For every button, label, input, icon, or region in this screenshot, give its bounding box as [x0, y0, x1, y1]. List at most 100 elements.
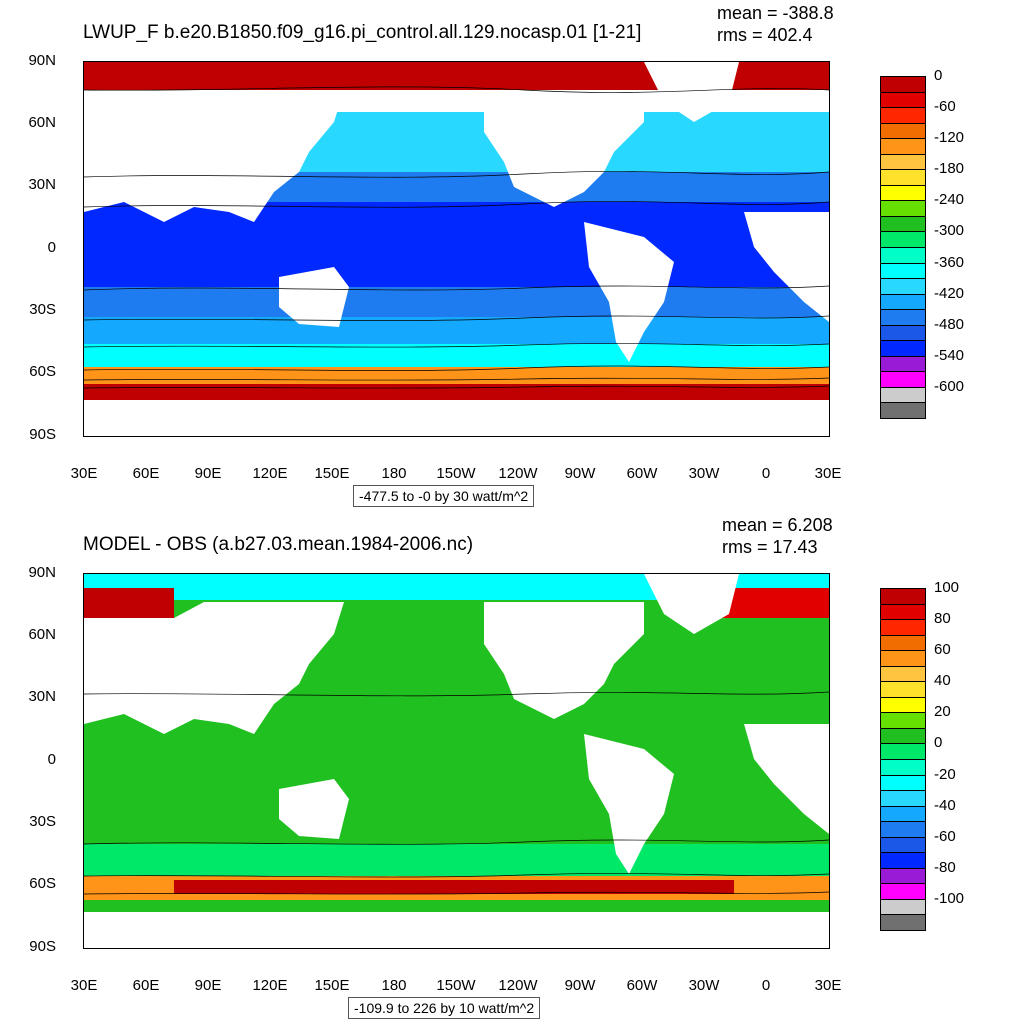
lon-label: 90E [194, 465, 222, 482]
colorbar-swatch [880, 402, 926, 419]
lon-label: 30W [688, 977, 720, 994]
colorbar-swatch [880, 759, 926, 776]
land-australia [279, 267, 349, 327]
rms-value: rms = 402.4 [717, 25, 813, 45]
colorbar-label: 0 [934, 67, 943, 84]
lat-label: 60N [28, 626, 56, 643]
lat-label: 90N [28, 52, 56, 69]
lon-label: 150E [314, 465, 350, 482]
contours [84, 86, 829, 389]
band-south-mid [84, 317, 829, 347]
land-greenland [644, 574, 739, 634]
lon-label: 120W [498, 465, 538, 482]
lat-label: 60S [29, 363, 56, 380]
lon-label: 30E [814, 465, 842, 482]
colorbar-label: -40 [934, 796, 956, 814]
lon-label: 30E [70, 465, 98, 482]
map-plot [83, 61, 830, 437]
colorbar-label: -540 [934, 346, 965, 364]
band-southern-dark [174, 880, 734, 894]
colorbar-swatch [880, 603, 926, 621]
colorbar-swatch [880, 867, 926, 885]
contour-range-label: -109.9 to 226 by 10 watt/m^2 [348, 997, 541, 1019]
lat-label: 0 [47, 239, 56, 256]
lon-label: 120W [498, 977, 538, 994]
colorbar-swatch [880, 743, 926, 760]
land-australia [279, 779, 349, 839]
colorbar-swatch [880, 665, 926, 683]
colorbar-swatch [880, 712, 926, 729]
panel-lwup-f: LWUP_F b.e20.B1850.f09_g16.pi_control.al… [28, 3, 965, 507]
land-asia [84, 90, 344, 222]
panel-title: MODEL - OBS (a.b27.03.mean.1984-2006.nc) [83, 534, 474, 555]
lon-label: 180 [381, 465, 407, 482]
lat-label: 0 [47, 751, 56, 768]
lon-label: 0 [761, 465, 771, 482]
band-antarctic-edge [84, 384, 829, 402]
colorbar-swatch [880, 200, 926, 217]
colorbar-swatch [880, 293, 926, 311]
land-mask [84, 574, 829, 948]
colorbar-label: -100 [934, 889, 965, 907]
colorbar-swatch [880, 588, 926, 605]
lat-label: 30N [28, 176, 56, 193]
colorbar-swatch [880, 371, 926, 388]
lat-label: 60N [28, 114, 56, 131]
colorbar-swatch [880, 355, 926, 373]
panel-model-minus-obs: MODEL - OBS (a.b27.03.mean.1984-2006.nc)… [0, 512, 1024, 1024]
colorbar-swatch [880, 774, 926, 792]
land-antarctica [84, 912, 829, 948]
colorbar-swatch [880, 247, 926, 264]
colorbar-swatch [880, 696, 926, 714]
colorbar-swatch [880, 153, 926, 171]
colorbar-label: 0 [934, 734, 943, 752]
lon-label: 60W [626, 977, 658, 994]
colorbar-label: -60 [934, 827, 956, 845]
panel-title: LWUP_F b.e20.B1850.f09_g16.pi_control.al… [83, 22, 642, 43]
colorbar-swatch [880, 76, 926, 93]
colorbar-label: -600 [934, 377, 965, 395]
colorbar-label: 20 [934, 703, 951, 721]
colorbar-label: 60 [934, 641, 951, 659]
lon-label: 30E [814, 977, 842, 994]
land-south-america [584, 222, 674, 362]
colorbar-swatch [880, 340, 926, 357]
colorbar-swatch [880, 169, 926, 186]
lat-label: 60S [29, 875, 56, 892]
lon-label: 90E [194, 977, 222, 994]
colorbar-label: -300 [934, 222, 965, 240]
colorbar-label: -80 [934, 858, 956, 876]
colorbar-swatch [880, 634, 926, 652]
lat-label: 90N [28, 564, 56, 581]
mean-value: mean = 6.208 [722, 515, 833, 535]
land-africa [744, 212, 829, 322]
band-south-sub [84, 287, 829, 322]
colorbar-swatch [880, 821, 926, 838]
band-south-cyan [84, 844, 829, 879]
land-mask [84, 62, 829, 436]
colorbar-swatch [880, 91, 926, 109]
rms-value: rms = 17.43 [722, 537, 818, 557]
colorbar-label: -420 [934, 284, 965, 302]
colorbar-swatch [880, 805, 926, 823]
land-antarctica [84, 400, 829, 436]
colorbar-label: 100 [934, 579, 960, 596]
colorbar-label: 40 [934, 672, 951, 690]
colorbar-swatch [880, 790, 926, 807]
colorbar-swatch [880, 681, 926, 698]
land-north-america [484, 602, 644, 719]
colorbar [880, 76, 926, 419]
colorbar-swatch [880, 122, 926, 140]
lon-label: 150E [314, 977, 350, 994]
colorbar-swatch [880, 836, 926, 854]
colorbar-swatch [880, 883, 926, 900]
lat-label: 30S [29, 301, 56, 318]
colorbar-label: -60 [934, 98, 956, 116]
colorbar-label: 80 [934, 610, 951, 628]
land-north-america [484, 90, 644, 207]
colorbar-swatch [880, 262, 926, 280]
colorbar-swatch [880, 898, 926, 916]
colorbar-swatch [880, 184, 926, 202]
colorbar-label: -240 [934, 191, 965, 209]
colorbar-label: -20 [934, 765, 956, 783]
